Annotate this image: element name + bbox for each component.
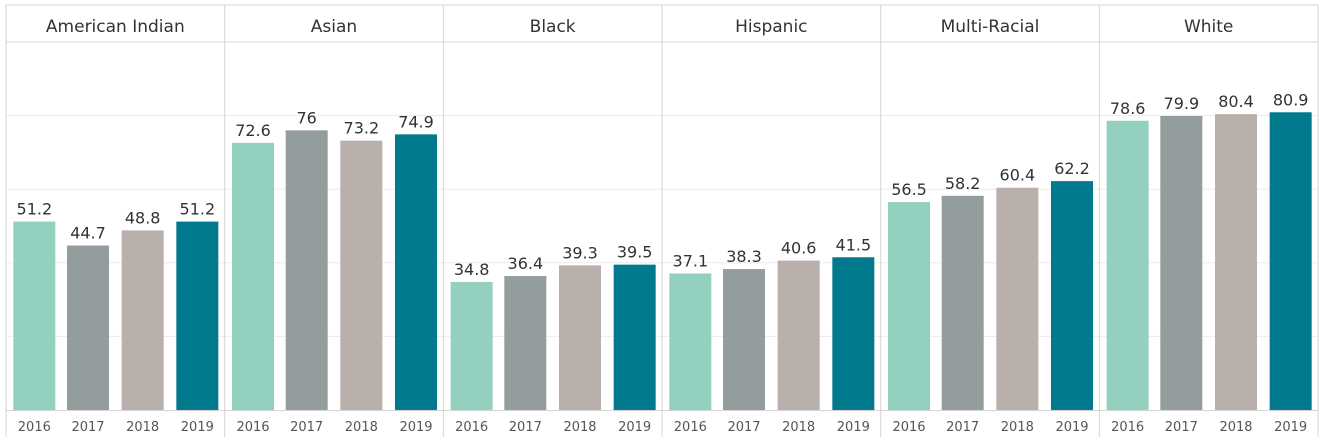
x-tick-label: 2019 xyxy=(399,420,432,435)
x-tick-label: 2019 xyxy=(1055,420,1088,435)
bar-value-label: 60.4 xyxy=(1000,166,1036,185)
bar xyxy=(613,264,656,410)
x-tick-label: 2017 xyxy=(727,420,760,435)
bar xyxy=(13,221,56,410)
x-tick-label: 2016 xyxy=(674,420,707,435)
bar-value-label: 62.2 xyxy=(1054,159,1090,178)
bar xyxy=(1160,115,1203,410)
bar-value-label: 51.2 xyxy=(17,200,53,219)
x-tick-label: 2019 xyxy=(1274,420,1307,435)
panel-header: White xyxy=(1184,17,1233,37)
bar-value-label: 51.2 xyxy=(180,200,216,219)
x-tick-label: 2017 xyxy=(946,420,979,435)
bar xyxy=(67,245,109,410)
x-tick-label: 2019 xyxy=(181,420,214,435)
bar-value-label: 76 xyxy=(296,108,316,127)
bar-value-label: 37.1 xyxy=(673,251,709,270)
bar xyxy=(285,130,328,410)
bar xyxy=(450,281,493,410)
bar xyxy=(888,202,930,410)
bar-value-label: 74.9 xyxy=(398,112,434,131)
bar-value-label: 80.4 xyxy=(1218,92,1254,111)
x-tick-label: 2018 xyxy=(782,420,815,435)
panel-header: Multi-Racial xyxy=(941,17,1040,37)
bar xyxy=(669,273,712,410)
bar-value-label: 79.9 xyxy=(1164,94,1200,113)
x-tick-label: 2017 xyxy=(1165,420,1198,435)
bar xyxy=(340,140,383,410)
bar xyxy=(395,134,437,411)
x-tick-label: 2016 xyxy=(1111,420,1144,435)
bar-value-label: 58.2 xyxy=(945,174,981,193)
bar-value-label: 41.5 xyxy=(836,235,872,254)
x-tick-label: 2017 xyxy=(509,420,542,435)
bar-value-label: 56.5 xyxy=(891,180,927,199)
bar-value-label: 36.4 xyxy=(508,254,544,273)
bar xyxy=(941,195,984,410)
bar xyxy=(832,257,875,410)
bar xyxy=(176,221,219,410)
bar xyxy=(777,260,820,410)
bar xyxy=(232,142,274,410)
panel-header: Black xyxy=(530,17,576,37)
bar xyxy=(1051,181,1093,410)
x-tick-label: 2018 xyxy=(1219,420,1252,435)
bar-value-label: 80.9 xyxy=(1273,90,1309,109)
x-tick-label: 2018 xyxy=(126,420,159,435)
x-tick-label: 2017 xyxy=(290,420,323,435)
x-tick-label: 2018 xyxy=(345,420,378,435)
x-tick-label: 2016 xyxy=(236,420,269,435)
x-tick-label: 2016 xyxy=(455,420,488,435)
x-tick-label: 2018 xyxy=(1001,420,1034,435)
x-tick-label: 2017 xyxy=(71,420,104,435)
bar-value-label: 38.3 xyxy=(726,247,762,266)
x-tick-label: 2019 xyxy=(618,420,651,435)
bar-value-label: 40.6 xyxy=(781,239,817,258)
x-tick-label: 2018 xyxy=(563,420,596,435)
bar xyxy=(1215,114,1257,411)
bar xyxy=(121,230,164,410)
bar-value-label: 39.3 xyxy=(562,243,598,262)
bar-value-label: 78.6 xyxy=(1110,99,1146,118)
bar-value-label: 73.2 xyxy=(344,119,380,138)
bar-value-label: 72.6 xyxy=(235,121,271,140)
x-tick-label: 2016 xyxy=(892,420,925,435)
bar-value-label: 44.7 xyxy=(70,224,106,243)
x-tick-label: 2019 xyxy=(837,420,870,435)
bar xyxy=(1106,120,1149,410)
panel-header: Asian xyxy=(311,17,357,37)
bar xyxy=(1269,112,1312,411)
bar xyxy=(504,276,547,410)
bar-value-label: 48.8 xyxy=(125,208,161,227)
panel-header: Hispanic xyxy=(735,17,807,37)
bar xyxy=(559,265,601,410)
x-tick-label: 2016 xyxy=(18,420,51,435)
panel-header: American Indian xyxy=(46,17,185,37)
bar xyxy=(996,187,1039,410)
bar xyxy=(723,269,765,410)
bar-value-label: 39.5 xyxy=(617,243,653,262)
bar-value-label: 34.8 xyxy=(454,260,490,279)
